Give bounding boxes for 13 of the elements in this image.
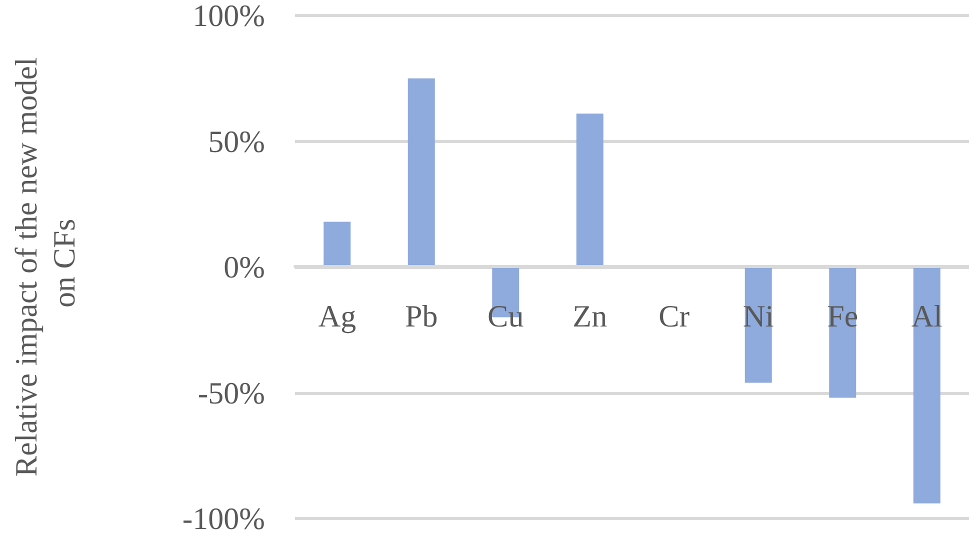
bar <box>408 78 435 267</box>
x-tick-label: Cr <box>658 298 690 334</box>
y-axis-title: Relative impact of the new model on CFs <box>8 57 82 477</box>
y-tick-label: 0% <box>224 250 265 284</box>
x-tick-label: Zn <box>572 298 608 334</box>
bar <box>576 114 604 267</box>
x-tick-label: Pb <box>405 298 438 334</box>
bar <box>324 222 351 267</box>
y-tick-label: 50% <box>208 124 265 159</box>
x-tick-label: Ag <box>318 298 356 334</box>
y-tick-label: -50% <box>198 375 265 410</box>
y-tick-label: 100% <box>192 0 265 33</box>
y-tick-label: -100% <box>182 501 265 534</box>
